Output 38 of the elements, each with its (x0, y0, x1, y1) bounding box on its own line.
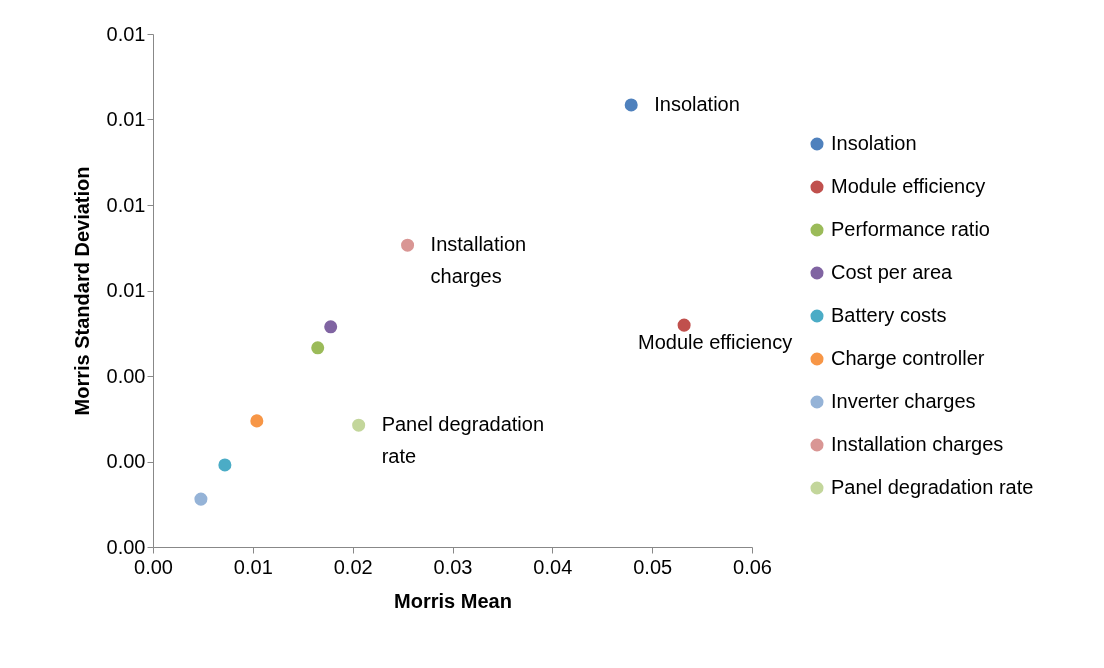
y-tick-label: 0.01 (106, 22, 146, 45)
legend-label: Battery costs (831, 304, 947, 326)
y-tick-label: 0.00 (106, 450, 146, 472)
point (624, 98, 638, 112)
y-tick-label: 0.01 (106, 193, 146, 216)
annotation: Module efficiency (638, 331, 793, 354)
x-axis-title: Morris Mean (394, 589, 512, 612)
y-tick-label: 0.01 (106, 108, 146, 130)
annotation: Installation charges (430, 233, 527, 288)
point (311, 341, 325, 355)
point (677, 318, 691, 332)
annotation: Insolation (654, 92, 740, 115)
legend-label: Insolation (831, 132, 917, 154)
legend-label: Performance ratio (831, 218, 990, 240)
point (250, 414, 264, 428)
y-tick-label: 0.00 (106, 535, 146, 558)
x-tick-label: 0.06 (733, 555, 772, 578)
point (324, 320, 338, 334)
x-tick-label: 0.01 (233, 555, 273, 578)
y-tick-label: 0.01 (106, 279, 146, 301)
point (218, 458, 232, 472)
legend-label: Module efficiency (831, 175, 986, 197)
legend-label: Panel degradation rate (831, 476, 1034, 498)
legend-label: Cost per area (831, 261, 954, 283)
point (401, 238, 415, 252)
legend-label: Inverter charges (831, 390, 976, 412)
x-tick-label: 0.04 (533, 555, 573, 578)
legend-label: Charge controller (831, 347, 985, 369)
y-axis-title: Morris Standard Deviation (70, 166, 93, 416)
legend-label: Installation charges (831, 433, 1004, 455)
point (352, 418, 366, 432)
annotation: Panel degradation rate (381, 413, 545, 468)
point (194, 492, 208, 506)
y-tick-label: 0.00 (106, 364, 146, 387)
x-tick-label: 0.02 (333, 555, 373, 578)
x-tick-label: 0.03 (433, 555, 473, 578)
x-tick-label: 0.05 (633, 555, 673, 578)
x-tick-label: 0.00 (134, 555, 173, 578)
